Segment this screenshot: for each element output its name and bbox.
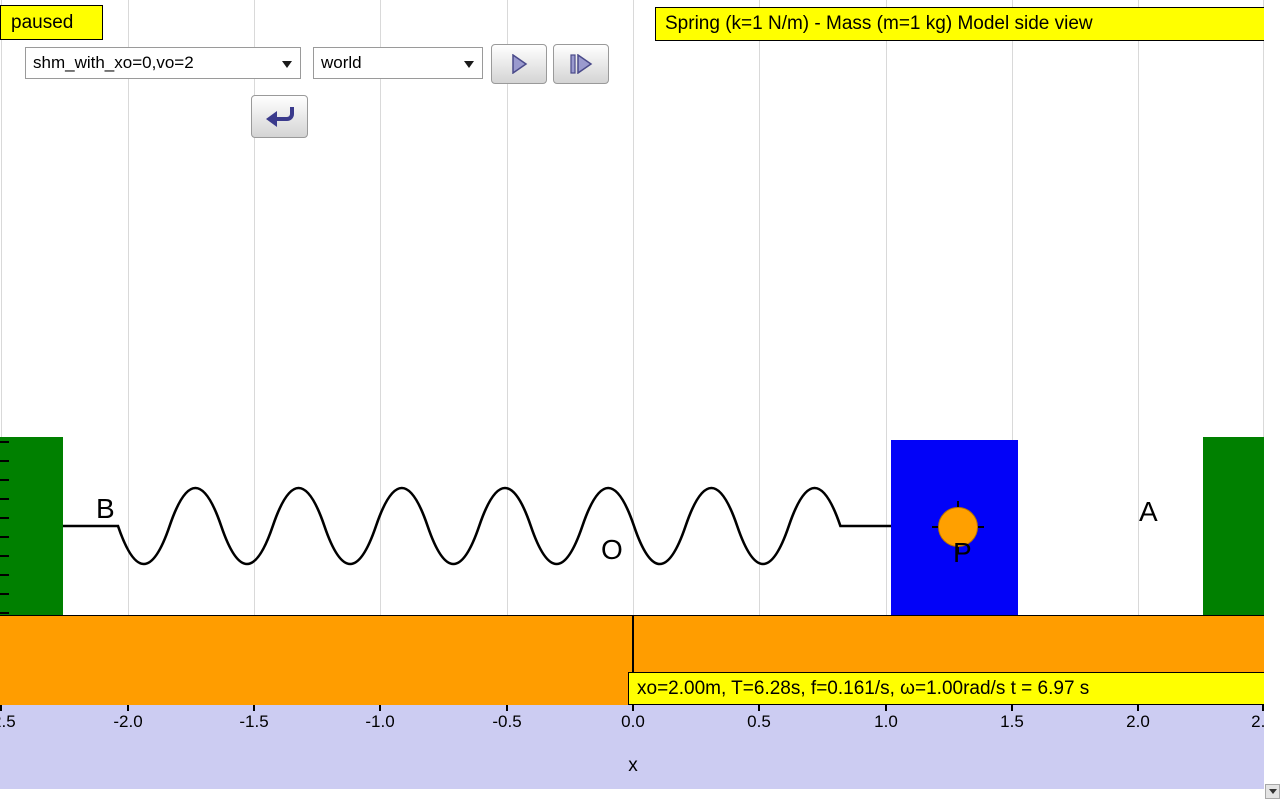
y-axis-tick <box>0 593 9 595</box>
x-axis-tick <box>758 705 760 711</box>
vertical-scrollbar[interactable] <box>1264 0 1280 800</box>
y-axis-tick <box>0 555 9 557</box>
return-arrow-icon <box>265 107 294 127</box>
model-dropdown[interactable]: shm_with_xo=0,vo=2 <box>25 47 301 79</box>
x-tick-label: 2.5 <box>1251 712 1264 731</box>
y-axis-tick <box>0 517 9 519</box>
reset-button[interactable] <box>251 95 308 138</box>
origin-marker-line <box>632 615 634 672</box>
x-axis-strip: -2.5 -2.0 -1.5 -1.0 -0.5 0.0 0.5 1.0 1.5… <box>0 705 1264 789</box>
gridline <box>759 0 760 616</box>
x-tick-label: -1.0 <box>365 712 395 731</box>
scrollbar-down-button[interactable] <box>1265 784 1280 799</box>
x-tick-label: -2.0 <box>113 712 143 731</box>
step-button[interactable] <box>553 44 609 84</box>
label-origin: O <box>601 534 623 565</box>
y-axis-tick <box>0 479 9 481</box>
label-point-a: A <box>1139 496 1158 527</box>
status-badge: paused <box>0 5 103 40</box>
view-dropdown-value: world <box>321 53 362 72</box>
x-tick-label: -0.5 <box>492 712 522 731</box>
right-wall <box>1203 437 1264 615</box>
x-tick-label: 0.5 <box>747 712 771 731</box>
x-axis-tick <box>127 705 129 711</box>
gridline <box>633 0 634 616</box>
x-axis-tick <box>253 705 255 711</box>
gridline <box>886 0 887 616</box>
x-tick-label: 1.5 <box>1000 712 1024 731</box>
y-axis-tick <box>0 460 9 462</box>
spring <box>63 486 891 566</box>
gridline <box>507 0 508 616</box>
gridline <box>1263 0 1264 616</box>
x-axis-tick <box>885 705 887 711</box>
parameters-readout: xo=2.00m, T=6.28s, f=0.161/s, ω=1.00rad/… <box>628 672 1264 705</box>
gridline <box>380 0 381 616</box>
x-tick-label: 0.0 <box>621 712 645 731</box>
left-wall <box>0 437 63 615</box>
label-particle: P <box>953 537 972 568</box>
gridline <box>128 0 129 616</box>
x-axis-tick <box>1262 705 1264 711</box>
play-icon <box>512 54 528 74</box>
x-axis-tick <box>379 705 381 711</box>
x-tick-label: 1.0 <box>874 712 898 731</box>
y-axis-tick <box>0 574 9 576</box>
x-axis-tick <box>506 705 508 711</box>
x-axis-tick <box>632 705 634 711</box>
x-axis-tick <box>1011 705 1013 711</box>
chevron-down-icon <box>1268 789 1277 794</box>
gridline <box>1 0 2 616</box>
label-point-b: B <box>96 493 115 524</box>
chevron-down-icon <box>464 61 474 68</box>
gridline <box>1138 0 1139 616</box>
play-button[interactable] <box>491 44 547 84</box>
chevron-down-icon <box>282 61 292 68</box>
y-axis-tick <box>0 612 9 614</box>
x-axis-tick <box>0 705 2 711</box>
y-axis-tick <box>0 498 9 500</box>
particle-handle[interactable] <box>938 507 978 547</box>
title-banner: Spring (k=1 N/m) - Mass (m=1 kg) Model s… <box>655 7 1264 41</box>
y-axis-tick <box>0 441 9 443</box>
y-axis-tick <box>0 536 9 538</box>
gridline <box>1012 0 1013 616</box>
view-dropdown[interactable]: world <box>313 47 483 79</box>
gridline <box>254 0 255 616</box>
x-axis-title: x <box>628 755 638 776</box>
model-dropdown-value: shm_with_xo=0,vo=2 <box>33 53 194 72</box>
x-tick-label: 2.0 <box>1126 712 1150 731</box>
step-forward-icon <box>570 54 593 74</box>
x-tick-label: -1.5 <box>239 712 269 731</box>
x-tick-label: -2.5 <box>0 712 16 731</box>
x-axis-tick <box>1137 705 1139 711</box>
